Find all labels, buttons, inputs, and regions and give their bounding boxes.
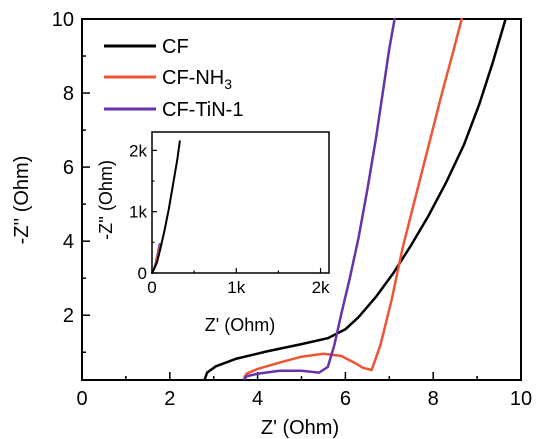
inset-y-axis-label: -Z'' (Ohm) (96, 160, 116, 240)
y-tick-label: 10 (52, 9, 74, 31)
main-series-lines (203, 17, 507, 381)
main-axis-ticks: 0 2 4 6 8 10 2 4 6 8 10 (52, 9, 532, 410)
inset-x-axis-label: Z' (Ohm) (205, 315, 275, 335)
inset-axis-ticks: 0 1k 2k 0 1k 2k (129, 141, 330, 297)
legend: CF CF-NH3 CF-TiN-1 (104, 36, 243, 121)
legend-label-cf-nh3-subscript: 3 (224, 76, 232, 92)
legend-label-cf: CF (162, 36, 189, 58)
inset-series-lines (151, 140, 181, 274)
x-tick-label: 4 (252, 388, 263, 410)
y-tick-label: 8 (63, 83, 74, 105)
inset-x-tick-label: 2k (312, 278, 330, 297)
x-axis-label: Z' (Ohm) (261, 417, 339, 439)
legend-label-cf-nh3: CF-NH3 (162, 67, 232, 92)
inset-x-tick-label: 1k (227, 278, 245, 297)
y-tick-label: 2 (63, 305, 74, 327)
inset-x-tick-label: 0 (147, 278, 156, 297)
legend-label-cf-tin-1: CF-TiN-1 (162, 99, 243, 121)
y-tick-label: 6 (63, 157, 74, 179)
y-tick-label: 4 (63, 231, 74, 253)
legend-label-cf-nh3-main: CF-NH (162, 67, 224, 89)
x-tick-label: 8 (428, 388, 439, 410)
inset-y-tick-label: 0 (138, 264, 147, 283)
inset-series-line-cf (151, 140, 181, 274)
series-line-cf-tin-1 (243, 17, 396, 381)
x-tick-label: 2 (164, 388, 175, 410)
x-tick-label: 0 (76, 388, 87, 410)
series-line-cf (203, 17, 507, 381)
inset-y-tick-label: 1k (129, 203, 147, 222)
inset-y-tick-label: 2k (129, 141, 147, 160)
inset-plot-frame (151, 131, 330, 274)
x-tick-label: 6 (340, 388, 351, 410)
y-axis-label: -Z'' (Ohm) (11, 156, 33, 245)
x-tick-label: 10 (510, 388, 532, 410)
series-line-cf-nh3 (243, 17, 463, 379)
